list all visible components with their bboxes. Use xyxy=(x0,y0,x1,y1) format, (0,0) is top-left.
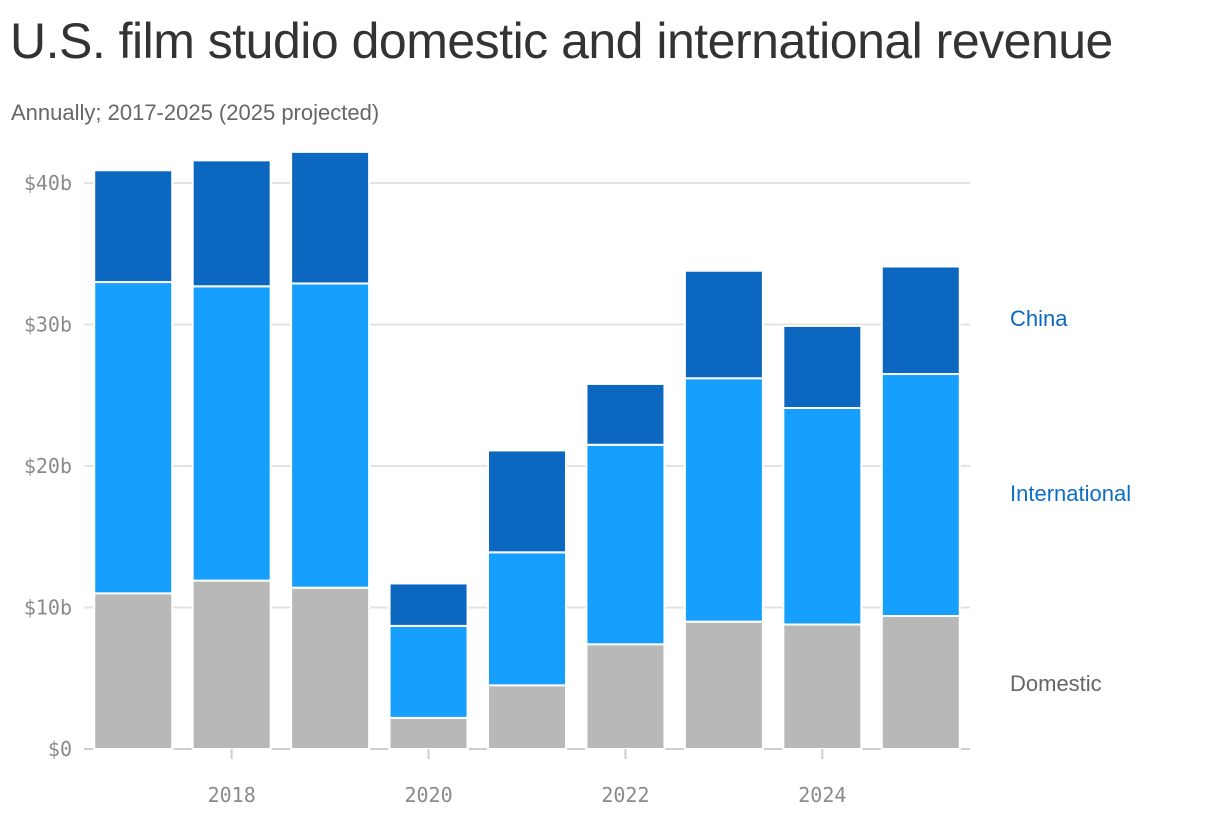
y-tick-label: $40b xyxy=(24,171,72,195)
y-tick-label: $0 xyxy=(48,737,72,761)
legend: Domestic International China xyxy=(1010,306,1131,696)
axes: $0 $10b $20b $30b $40b 2018 2020 2022 2024 xyxy=(24,171,847,807)
bar-segment-international xyxy=(683,377,764,623)
bar-segment-international xyxy=(782,406,863,626)
bar-segment-china xyxy=(782,324,863,409)
bar-segment-international xyxy=(290,282,371,589)
bar-segment-international xyxy=(388,624,469,719)
legend-label-china: China xyxy=(1010,306,1068,331)
bar-segment-china xyxy=(585,382,666,446)
bar-segment-domestic xyxy=(782,623,863,750)
bar-segment-international xyxy=(191,285,272,582)
y-tick-label: $10b xyxy=(24,596,72,620)
bar-segment-international xyxy=(487,551,567,687)
x-tick-label: 2020 xyxy=(404,783,452,807)
bar-segment-china xyxy=(683,269,764,380)
x-tick-label: 2024 xyxy=(798,783,846,807)
bar-segment-china xyxy=(388,582,469,627)
bar-segment-china xyxy=(487,449,567,554)
chart-subtitle: Annually; 2017-2025 (2025 projected) xyxy=(11,100,380,125)
bar-segment-china xyxy=(191,159,272,288)
bars xyxy=(93,150,961,751)
bar-segment-domestic xyxy=(388,716,469,750)
x-tick-label: 2018 xyxy=(208,783,256,807)
x-tick-label: 2022 xyxy=(601,783,649,807)
bar-segment-domestic xyxy=(191,579,272,750)
y-tick-label: $20b xyxy=(24,454,72,478)
chart-title: U.S. film studio domestic and internatio… xyxy=(10,13,1113,69)
bar-segment-domestic xyxy=(93,592,174,750)
bar-segment-international xyxy=(93,281,174,595)
legend-label-domestic: Domestic xyxy=(1010,671,1102,696)
bar-segment-domestic xyxy=(683,620,764,751)
legend-label-international: International xyxy=(1010,481,1131,506)
bar-segment-international xyxy=(880,373,961,617)
bar-segment-domestic xyxy=(880,614,961,750)
bar-segment-china xyxy=(880,265,961,376)
bar-segment-domestic xyxy=(585,643,666,750)
bar-segment-domestic xyxy=(487,684,567,751)
y-tick-label: $30b xyxy=(24,313,72,337)
bar-segment-china xyxy=(93,169,174,284)
bar-segment-international xyxy=(585,443,666,646)
bar-segment-domestic xyxy=(290,586,371,750)
bar-segment-china xyxy=(290,150,371,285)
